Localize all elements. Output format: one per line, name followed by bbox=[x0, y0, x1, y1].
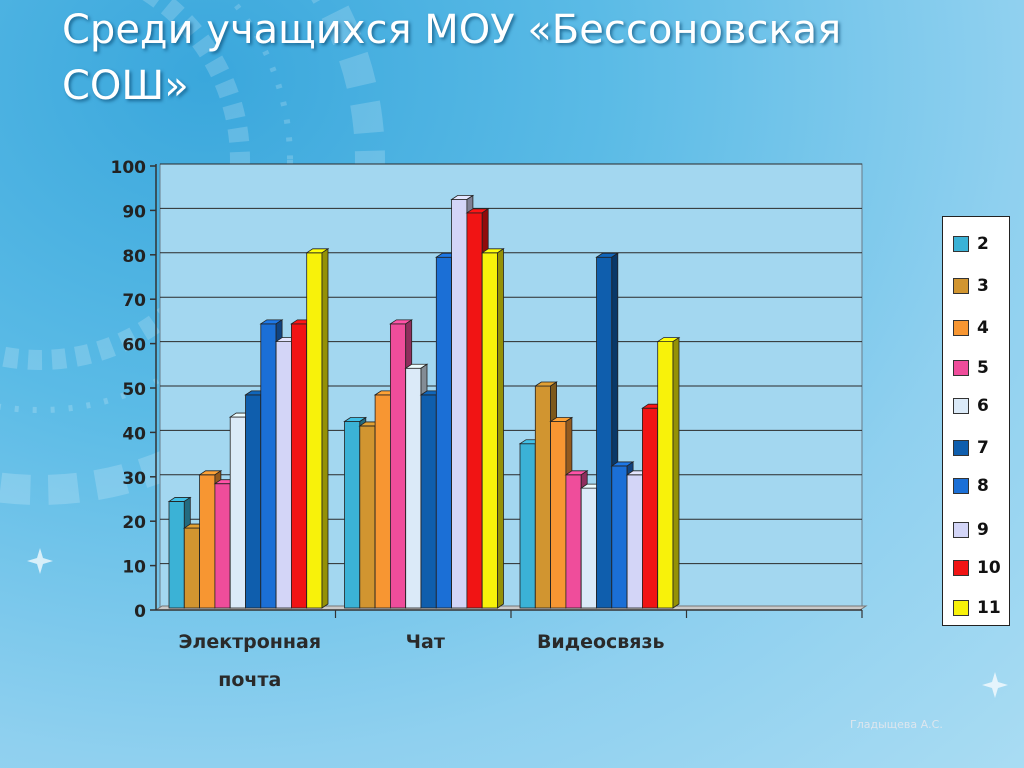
legend-swatch bbox=[953, 600, 969, 616]
y-tick-label: 0 bbox=[134, 602, 146, 622]
legend-label: 5 bbox=[977, 358, 989, 378]
legend-item: 8 bbox=[953, 475, 989, 497]
legend-label: 6 bbox=[977, 396, 989, 416]
legend-swatch bbox=[953, 320, 969, 336]
y-tick-label: 40 bbox=[122, 424, 146, 444]
legend-item: 5 bbox=[953, 357, 989, 379]
y-tick-label: 10 bbox=[122, 558, 146, 578]
y-tick-label: 70 bbox=[122, 291, 146, 311]
chart-legend: 2 3 4 5 6 7 8 9 10 11 bbox=[942, 216, 1010, 626]
legend-item: 3 bbox=[953, 275, 989, 297]
x-tick-label: Видеосвязь bbox=[537, 631, 665, 653]
legend-label: 10 bbox=[977, 558, 1001, 578]
legend-label: 3 bbox=[977, 276, 989, 296]
y-tick-label: 90 bbox=[122, 202, 146, 222]
y-tick-label: 20 bbox=[122, 513, 146, 533]
legend-item: 4 bbox=[953, 317, 989, 339]
y-tick-label: 80 bbox=[122, 247, 146, 267]
legend-swatch bbox=[953, 522, 969, 538]
y-tick-label: 30 bbox=[122, 469, 146, 489]
x-tick-label: почта bbox=[218, 669, 281, 691]
legend-swatch bbox=[953, 278, 969, 294]
bar bbox=[480, 248, 505, 609]
legend-item: 9 bbox=[953, 519, 989, 541]
legend-item: 7 bbox=[953, 437, 989, 459]
author-credit: Гладыщева А.С. bbox=[850, 718, 943, 731]
legend-item: 2 bbox=[953, 233, 989, 255]
legend-swatch bbox=[953, 440, 969, 456]
bar bbox=[656, 336, 681, 609]
bar bbox=[610, 461, 635, 609]
legend-label: 4 bbox=[977, 318, 989, 338]
y-tick-label: 100 bbox=[111, 158, 147, 178]
legend-swatch bbox=[953, 398, 969, 414]
legend-item: 11 bbox=[953, 597, 1001, 619]
legend-label: 11 bbox=[977, 598, 1001, 618]
legend-swatch bbox=[953, 478, 969, 494]
y-tick-label: 50 bbox=[122, 380, 146, 400]
legend-swatch bbox=[953, 560, 969, 576]
legend-item: 6 bbox=[953, 395, 989, 417]
legend-item: 10 bbox=[953, 557, 1001, 579]
x-tick-label: Электронная bbox=[178, 631, 321, 653]
x-tick-label: Чат bbox=[406, 631, 445, 653]
legend-label: 8 bbox=[977, 476, 989, 496]
legend-label: 7 bbox=[977, 438, 989, 458]
slide-title: Среди учащихся МОУ «Бессоновская СОШ» bbox=[62, 7, 842, 109]
legend-label: 9 bbox=[977, 520, 989, 540]
legend-swatch bbox=[953, 360, 969, 376]
legend-label: 2 bbox=[977, 234, 989, 254]
legend-swatch bbox=[953, 236, 969, 252]
bar bbox=[305, 248, 330, 609]
y-tick-label: 60 bbox=[122, 336, 146, 356]
